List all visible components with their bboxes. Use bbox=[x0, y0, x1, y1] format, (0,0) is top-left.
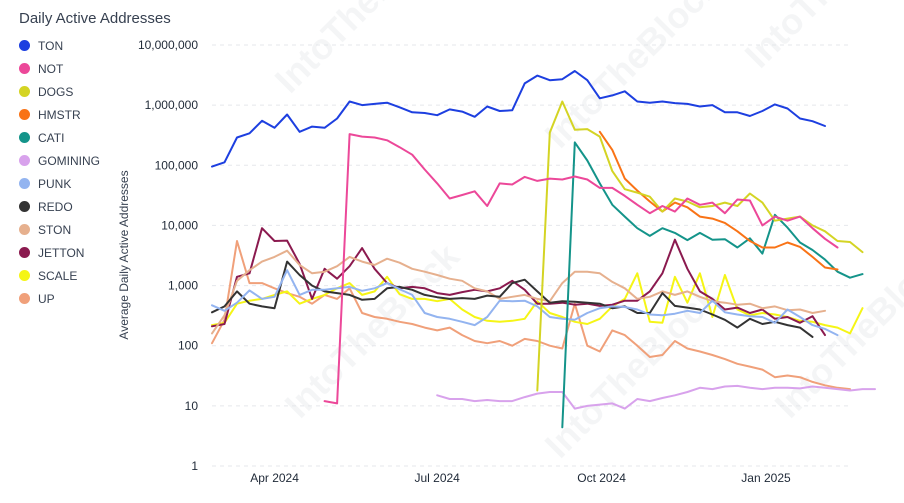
legend-label: NOT bbox=[38, 61, 64, 76]
series-line-redo[interactable] bbox=[211, 260, 814, 338]
watermark-text: IntoTheBlock bbox=[737, 0, 904, 76]
x-tick-label: Jul 2024 bbox=[414, 471, 460, 485]
series-line-jetton[interactable] bbox=[211, 227, 826, 337]
series-line-cati[interactable] bbox=[561, 141, 864, 429]
legend-swatch bbox=[19, 270, 30, 281]
legend-item-punk[interactable]: PUNK bbox=[19, 172, 119, 195]
y-tick-label: 1 bbox=[191, 459, 198, 473]
y-tick-label: 1,000 bbox=[168, 279, 198, 293]
legend-label: PUNK bbox=[38, 176, 72, 191]
series-line-scale[interactable] bbox=[211, 272, 864, 335]
y-tick-label: 100 bbox=[178, 339, 198, 353]
legend-swatch bbox=[19, 63, 30, 74]
legend-swatch bbox=[19, 132, 30, 143]
legend-item-not[interactable]: NOT bbox=[19, 57, 119, 80]
legend-label: TON bbox=[38, 38, 64, 53]
legend-label: DOGS bbox=[38, 84, 74, 99]
legend-swatch bbox=[19, 155, 30, 166]
series-line-up[interactable] bbox=[211, 240, 851, 391]
legend-item-hmstr[interactable]: HMSTR bbox=[19, 103, 119, 126]
y-tick-label: 10,000,000 bbox=[138, 38, 198, 52]
legend-item-ston[interactable]: STON bbox=[19, 218, 119, 241]
legend-item-up[interactable]: UP bbox=[19, 287, 119, 310]
legend-item-ton[interactable]: TON bbox=[19, 34, 119, 57]
series-line-not[interactable] bbox=[323, 133, 839, 405]
legend-label: UP bbox=[38, 291, 55, 306]
legend-item-gomining[interactable]: GOMINING bbox=[19, 149, 119, 172]
legend-item-scale[interactable]: SCALE bbox=[19, 264, 119, 287]
watermark-text: IntoTheBlock bbox=[267, 0, 458, 101]
y-tick-label: 100,000 bbox=[155, 158, 199, 172]
legend-swatch bbox=[19, 293, 30, 304]
legend-label: GOMINING bbox=[38, 153, 100, 168]
y-tick-label: 10,000 bbox=[161, 218, 198, 232]
legend-label: CATI bbox=[38, 130, 65, 145]
series-line-dogs[interactable] bbox=[536, 100, 864, 392]
legend-swatch bbox=[19, 247, 30, 258]
legend-label: REDO bbox=[38, 199, 73, 214]
watermark-text: IntoTheBlock bbox=[767, 235, 904, 426]
legend-swatch bbox=[19, 40, 30, 51]
series-line-hmstr[interactable] bbox=[598, 130, 839, 271]
chart-title: Daily Active Addresses bbox=[19, 10, 171, 27]
legend-swatch bbox=[19, 224, 30, 235]
series-line-punk[interactable] bbox=[211, 269, 839, 337]
y-tick-label: 1,000,000 bbox=[145, 98, 199, 112]
legend-label: STON bbox=[38, 222, 72, 237]
legend-swatch bbox=[19, 109, 30, 120]
legend-item-dogs[interactable]: DOGS bbox=[19, 80, 119, 103]
series-line-ton[interactable] bbox=[211, 70, 826, 168]
legend-item-redo[interactable]: REDO bbox=[19, 195, 119, 218]
legend-item-jetton[interactable]: JETTON bbox=[19, 241, 119, 264]
series-line-gomining[interactable] bbox=[436, 384, 876, 410]
legend-label: HMSTR bbox=[38, 107, 81, 122]
legend-label: SCALE bbox=[38, 268, 78, 283]
y-tick-label: 10 bbox=[185, 399, 199, 413]
x-tick-label: Apr 2024 bbox=[250, 471, 299, 485]
legend: TON NOT DOGS HMSTR CATI GOMINING PUNK REDO STON J… bbox=[19, 34, 119, 310]
legend-item-cati[interactable]: CATI bbox=[19, 126, 119, 149]
legend-swatch bbox=[19, 201, 30, 212]
legend-label: JETTON bbox=[38, 245, 85, 260]
series-line-ston[interactable] bbox=[211, 249, 826, 335]
legend-swatch bbox=[19, 86, 30, 97]
x-tick-label: Jan 2025 bbox=[741, 471, 791, 485]
x-tick-label: Oct 2024 bbox=[577, 471, 626, 485]
y-axis-title: Average Daily Active Addresses bbox=[117, 170, 131, 339]
legend-swatch bbox=[19, 178, 30, 189]
